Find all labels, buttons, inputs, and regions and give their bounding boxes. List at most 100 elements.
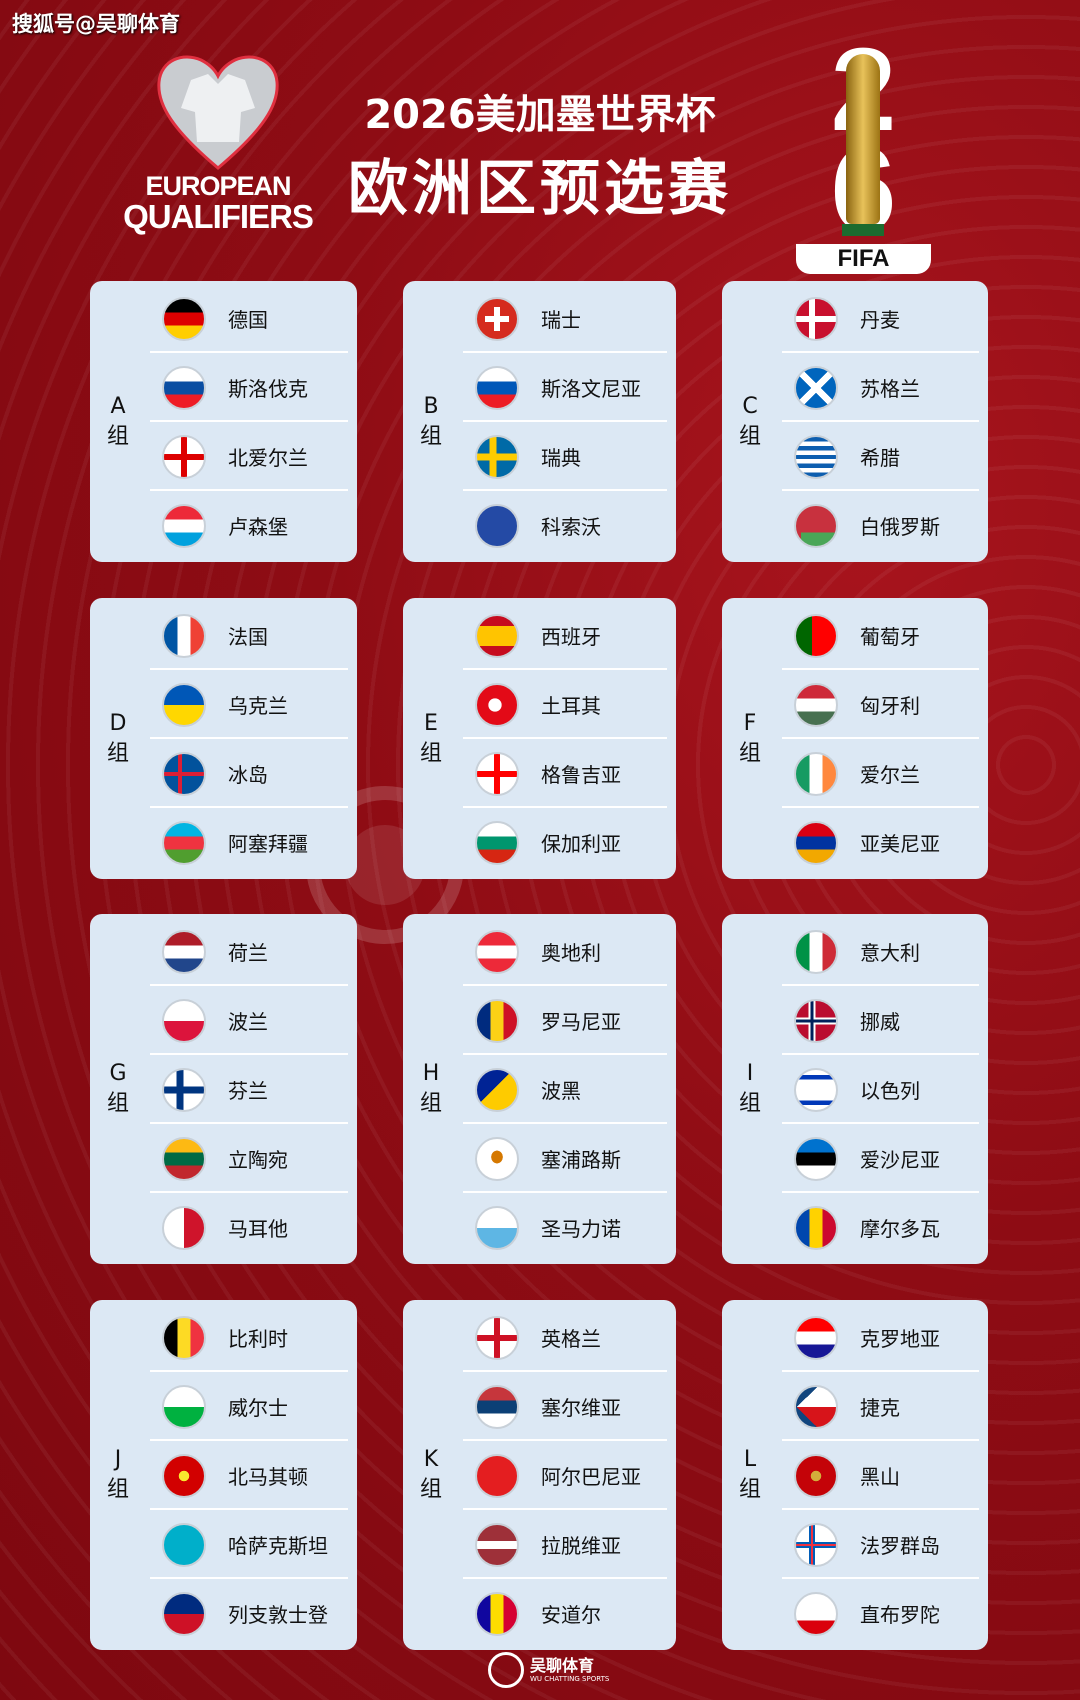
trophy-icon xyxy=(846,54,880,224)
team-name: 法罗群岛 xyxy=(860,1534,940,1558)
team-name: 意大利 xyxy=(860,941,920,965)
flag-se-icon xyxy=(475,434,519,479)
trophy-base xyxy=(842,224,884,236)
team-row: 斯洛文尼亚 xyxy=(463,353,667,422)
team-name: 立陶宛 xyxy=(228,1148,288,1172)
flag-ad-icon xyxy=(475,1591,519,1636)
flag-si-icon xyxy=(475,365,519,410)
team-name: 葡萄牙 xyxy=(860,625,920,649)
team-row: 列支敦士登 xyxy=(150,1579,348,1648)
team-row: 瑞典 xyxy=(463,422,667,491)
team-name: 英格兰 xyxy=(541,1327,601,1351)
team-row: 科索沃 xyxy=(463,491,667,560)
team-row: 阿尔巴尼亚 xyxy=(463,1441,667,1510)
team-name: 挪威 xyxy=(860,1010,900,1034)
group-letter: L xyxy=(743,1447,757,1472)
flag-ie-icon xyxy=(794,751,838,796)
team-row: 苏格兰 xyxy=(782,353,979,422)
flag-nl-icon xyxy=(162,929,206,974)
group-letter: J xyxy=(114,1447,122,1472)
flag-be-icon xyxy=(162,1315,206,1360)
team-name: 塞浦路斯 xyxy=(541,1148,621,1172)
team-name: 冰岛 xyxy=(228,763,268,787)
team-name: 爱沙尼亚 xyxy=(860,1148,940,1172)
group-card-g: G 组 荷兰 波兰 芬兰 立陶宛 马耳他 xyxy=(90,914,357,1264)
team-name: 瑞士 xyxy=(541,308,581,332)
flag-es-icon xyxy=(475,613,519,658)
team-row: 爱沙尼亚 xyxy=(782,1124,979,1193)
flag-hu-icon xyxy=(794,682,838,727)
team-name: 阿尔巴尼亚 xyxy=(541,1465,641,1489)
team-name: 列支敦士登 xyxy=(228,1603,328,1627)
flag-fr-icon xyxy=(162,613,206,658)
team-row: 捷克 xyxy=(782,1372,979,1441)
team-name: 爱尔兰 xyxy=(860,763,920,787)
flag-am-icon xyxy=(794,820,838,865)
group-card-j: J 组 比利时威尔士北马其顿哈萨克斯坦列支敦士登 xyxy=(90,1300,357,1650)
flag-rs-icon xyxy=(475,1384,519,1429)
team-name: 威尔士 xyxy=(228,1396,288,1420)
team-row: 塞尔维亚 xyxy=(463,1372,667,1441)
heart-shirt-icon xyxy=(157,55,279,170)
team-name: 北爱尔兰 xyxy=(228,446,308,470)
team-row: 黑山 xyxy=(782,1441,979,1510)
team-name: 芬兰 xyxy=(228,1079,268,1103)
team-row: 斯洛伐克 xyxy=(150,353,348,422)
team-row: 法国 xyxy=(150,601,348,670)
flag-is-icon xyxy=(162,751,206,796)
team-name: 波黑 xyxy=(541,1079,581,1103)
team-row: 丹麦 xyxy=(782,284,979,353)
team-name: 土耳其 xyxy=(541,694,601,718)
team-row: 西班牙 xyxy=(463,601,667,670)
team-name: 圣马力诺 xyxy=(541,1217,621,1241)
flag-kz-icon xyxy=(162,1522,206,1567)
flag-sm-icon xyxy=(475,1205,519,1250)
flag-cy-icon xyxy=(475,1136,519,1181)
team-row: 拉脱维亚 xyxy=(463,1510,667,1579)
flag-lv-icon xyxy=(475,1522,519,1567)
flag-it-icon xyxy=(794,929,838,974)
team-name: 北马其顿 xyxy=(228,1465,308,1489)
group-suffix: 组 xyxy=(106,1477,129,1502)
team-name: 希腊 xyxy=(860,446,900,470)
team-name: 斯洛伐克 xyxy=(228,377,308,401)
team-name: 比利时 xyxy=(228,1327,288,1351)
team-name: 以色列 xyxy=(860,1079,920,1103)
title-line2: 欧洲区预选赛 xyxy=(348,154,732,224)
flag-ua-icon xyxy=(162,682,206,727)
team-row: 乌克兰 xyxy=(150,670,348,739)
team-name: 波兰 xyxy=(228,1010,268,1034)
team-row: 卢森堡 xyxy=(150,491,348,560)
group-letter: A xyxy=(110,393,126,419)
team-row: 哈萨克斯坦 xyxy=(150,1510,348,1579)
flag-gi-icon xyxy=(794,1591,838,1636)
flag-mt-icon xyxy=(162,1205,206,1250)
flag-li-icon xyxy=(162,1591,206,1636)
group-card-d: D 组 法国 乌克兰 冰岛 阿塞拜疆 xyxy=(90,598,357,879)
team-row: 直布罗陀 xyxy=(782,1579,979,1648)
flag-de-icon xyxy=(162,296,206,341)
group-card-i: I 组 意大利 挪威 以色列 爱沙尼亚 摩尔多瓦 xyxy=(722,914,988,1264)
team-name: 瑞典 xyxy=(541,446,581,470)
flag-ee-icon xyxy=(794,1136,838,1181)
team-name: 奥地利 xyxy=(541,941,601,965)
team-row: 匈牙利 xyxy=(782,670,979,739)
team-row: 瑞士 xyxy=(463,284,667,353)
team-row: 土耳其 xyxy=(463,670,667,739)
team-row: 波黑 xyxy=(463,1055,667,1124)
group-card-b: B 组 瑞士斯洛文尼亚瑞典科索沃 xyxy=(403,281,676,562)
group-suffix: 组 xyxy=(106,423,129,449)
group-card-h: H 组 奥地利 罗马尼亚 波黑 塞浦路斯 圣马力诺 xyxy=(403,914,676,1264)
flag-xk-icon xyxy=(475,503,519,548)
footer-logo: 吴聊体育 WU CHATTING SPORTS xyxy=(488,1652,609,1688)
flag-at-icon xyxy=(475,929,519,974)
flag-ch-icon xyxy=(475,296,519,341)
flag-wal-icon xyxy=(162,1384,206,1429)
team-name: 匈牙利 xyxy=(860,694,920,718)
fifa-2026-logo: 2 6 FIFA xyxy=(796,40,931,276)
team-name: 保加利亚 xyxy=(541,832,621,856)
